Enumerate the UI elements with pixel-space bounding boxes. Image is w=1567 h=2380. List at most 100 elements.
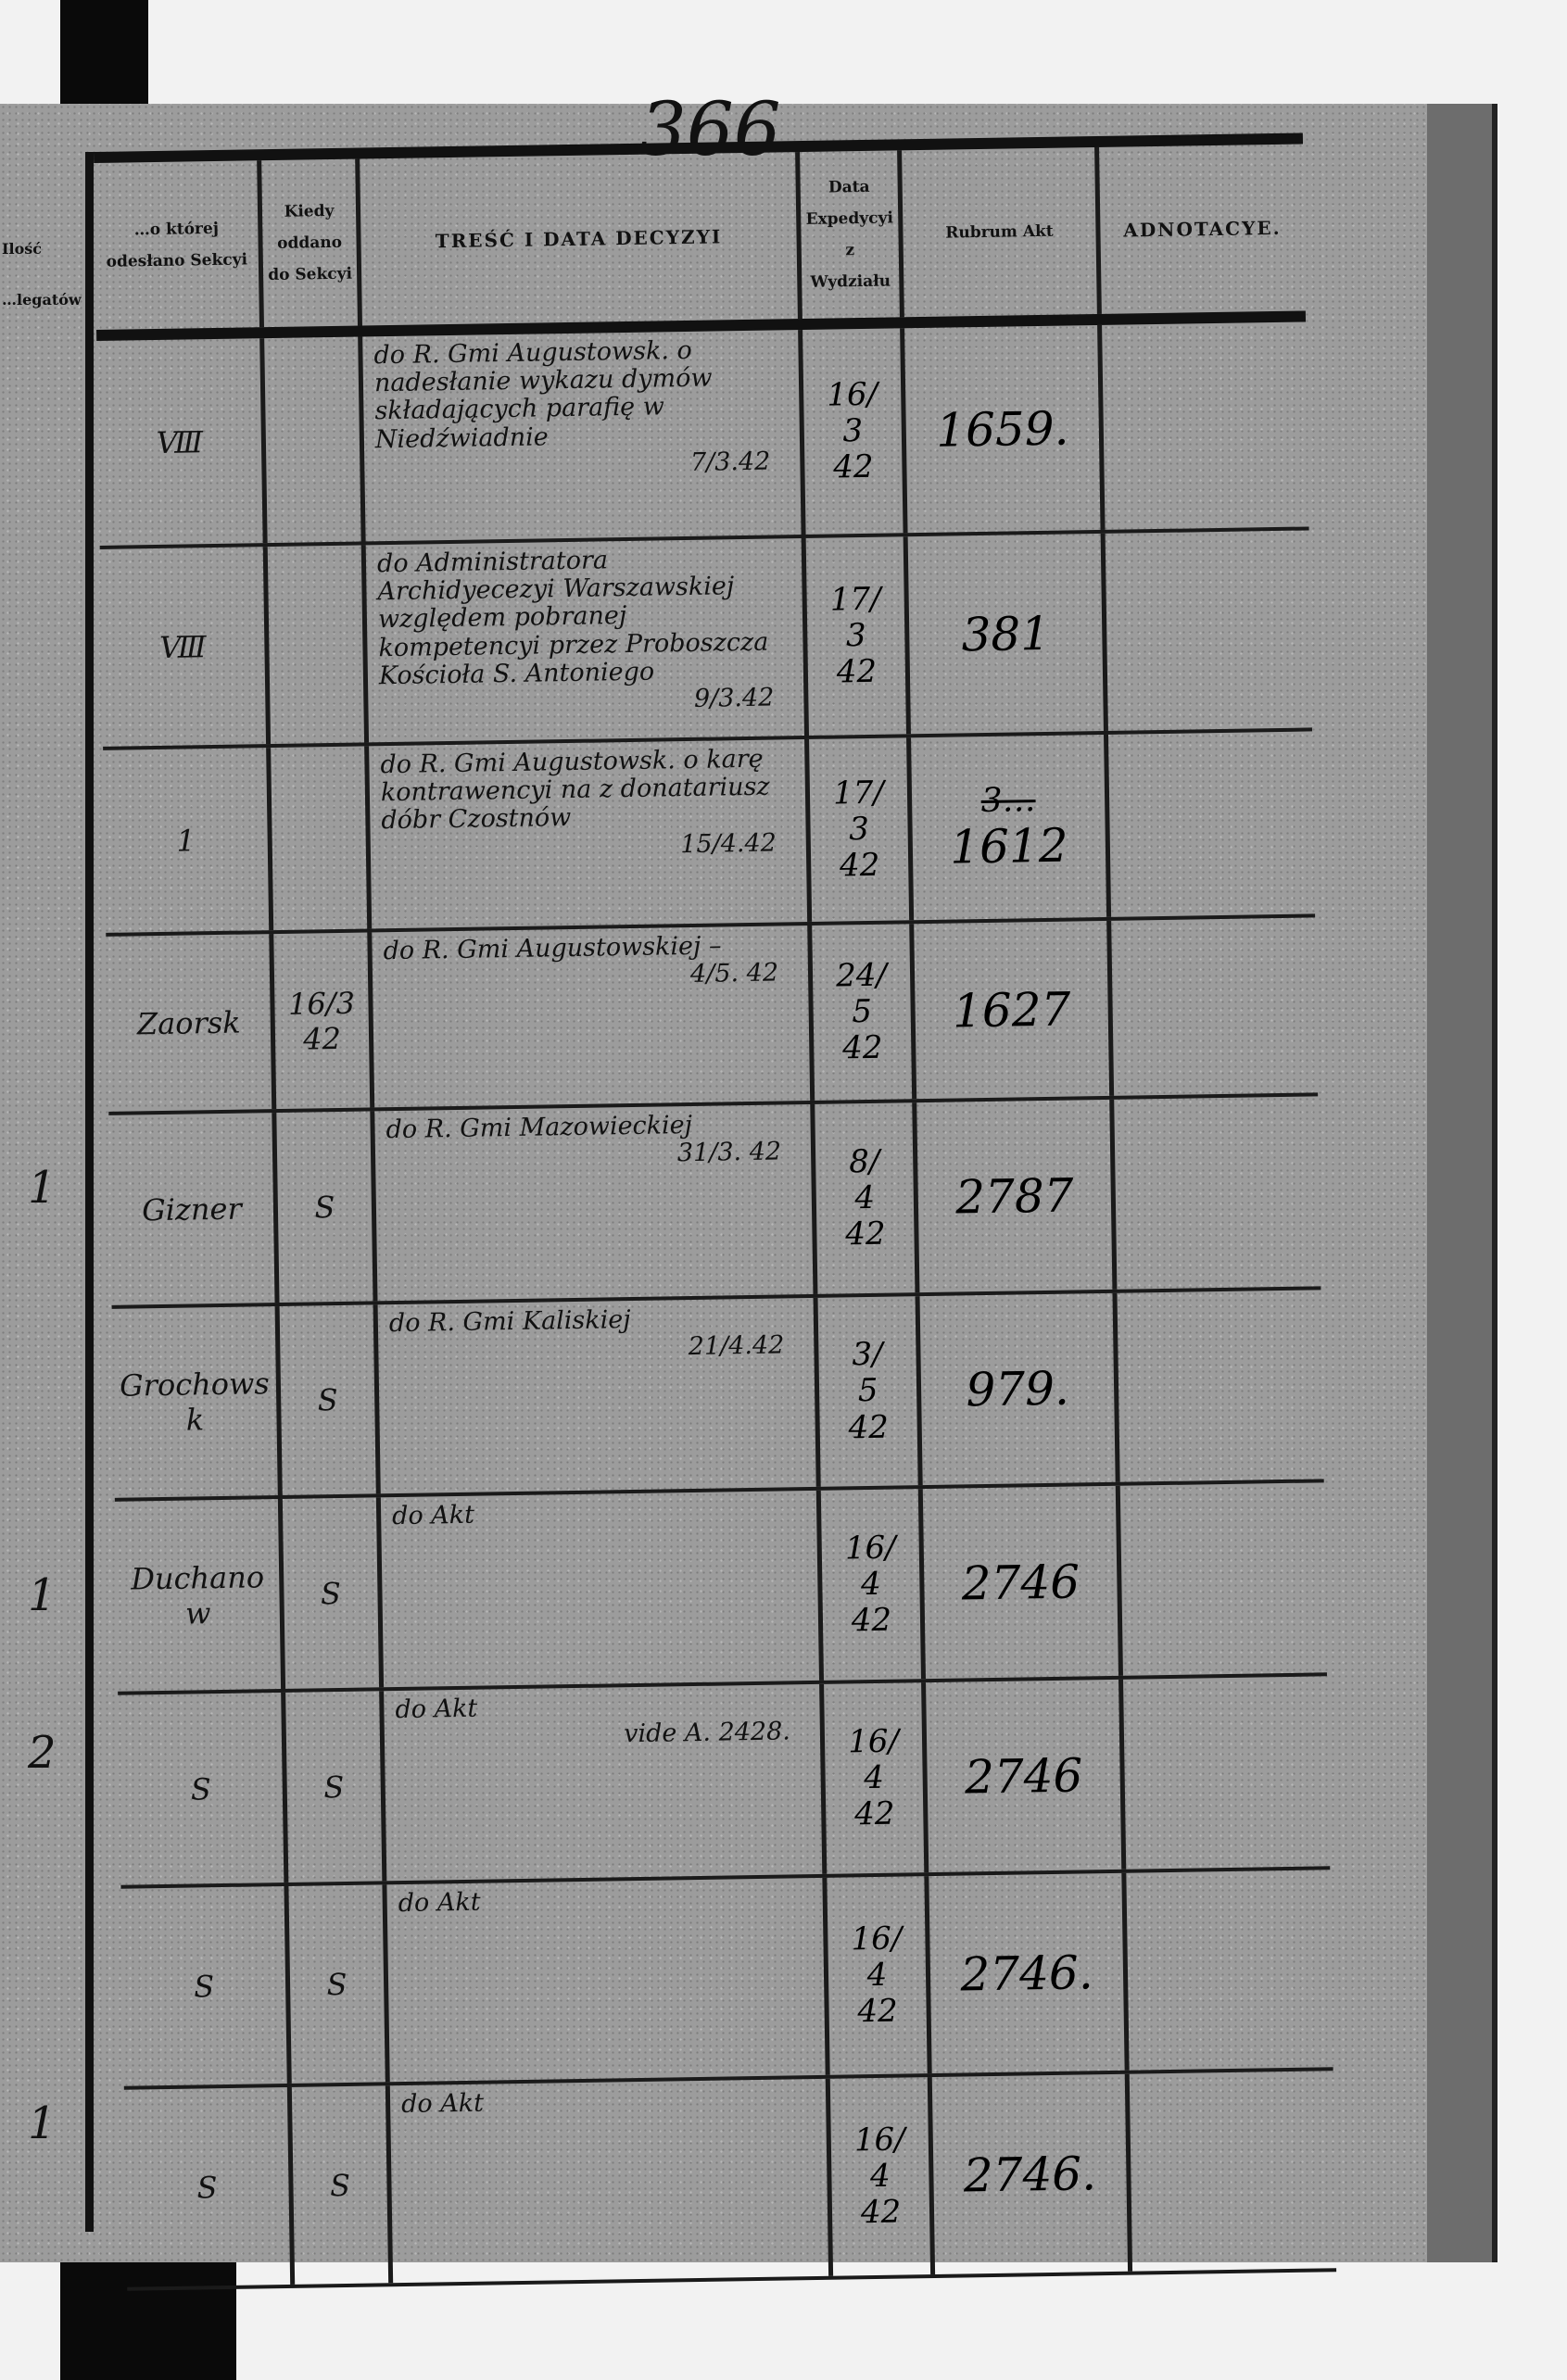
decision-cell: do Akt <box>386 1877 830 2083</box>
when-cell: S <box>291 2085 394 2285</box>
notes-cell <box>1117 1290 1323 1481</box>
rubrum-number: 381 <box>961 606 1051 661</box>
dispatch-date-cell: 16/ 4 42 <box>824 1682 929 1874</box>
when-cell: S <box>285 1691 387 1883</box>
when-cell: S <box>282 1497 385 1689</box>
notes-cell <box>1126 1870 1333 2070</box>
rubrum-cell: 1659. <box>904 324 1106 534</box>
when-cell <box>264 336 366 544</box>
dispatch-date-cell: 3/ 5 42 <box>817 1296 923 1487</box>
dispatch-day: 16/ <box>853 2121 905 2160</box>
dispatch-month: 4 <box>869 2157 891 2196</box>
decision-text: do R. Gmi Kaliskiej <box>388 1305 631 1339</box>
rubrum-number: 2746 <box>961 1554 1080 1610</box>
notes-cell <box>1120 1482 1327 1675</box>
notes-cell <box>1114 1096 1321 1289</box>
decision-text: do Akt <box>395 1694 478 1725</box>
dispatch-year: 42 <box>841 1028 883 1067</box>
when-cell: S <box>279 1304 381 1495</box>
dispatch-year: 42 <box>836 652 878 691</box>
notes-cell <box>1111 917 1318 1095</box>
when-cell: S <box>288 1884 390 2084</box>
scan-border-top <box>60 0 148 116</box>
header-rubrum: Rubrum Akt <box>902 146 1102 318</box>
dispatch-date-cell: 16/ 4 42 <box>829 2077 936 2276</box>
dispatch-date-cell: 17/ 3 42 <box>805 536 911 736</box>
dispatch-day: 17/ <box>829 580 881 619</box>
decision-text: do Akt <box>400 2088 485 2120</box>
left-mark: 1 <box>28 1569 57 1621</box>
dispatch-day: 16/ <box>847 1722 900 1761</box>
table-row: Ⅷ do R. Gmi Augustowsk. o nadesłanie wyk… <box>96 321 1309 549</box>
dispatch-month: 4 <box>866 1956 888 1995</box>
dispatch-date-cell: 17/ 3 42 <box>809 737 915 922</box>
left-header-line2: …legatów <box>2 291 82 309</box>
dispatch-date-cell: 8/ 4 42 <box>815 1102 920 1294</box>
page-edge <box>1427 104 1497 2262</box>
dispatch-year: 42 <box>857 1992 899 2031</box>
decision-cell: do R. Gmi Mazowieckiej 31/3. 42 <box>374 1103 818 1302</box>
dispatch-month: 5 <box>852 992 873 1031</box>
ledger-table: …o której odesłano Sekcyi Kiedy oddano d… <box>94 132 1337 2291</box>
table-row: S S do Akt vide A. 2428. 16/ 4 42 2746 <box>118 1676 1331 1889</box>
header-notes: ADNOTACYE. <box>1123 216 1282 242</box>
decision-cell: do R. Gmi Augustowskiej – 4/5. 42 <box>372 925 815 1108</box>
rubrum-cell: 2787 <box>916 1099 1118 1293</box>
dispatch-date-cell: 24/ 5 42 <box>812 924 917 1101</box>
decision-text: do R. Gmi Augustowsk. o karę kontrawency… <box>380 744 770 836</box>
dispatch-month: 4 <box>864 1758 885 1797</box>
table-row: Grochowsk S do R. Gmi Kaliskiej 21/4.42 … <box>111 1290 1324 1502</box>
rubrum-cell: 381 <box>907 533 1108 735</box>
rubrum-cell: 1627 <box>914 920 1115 1100</box>
dispatch-year: 42 <box>844 1215 886 1253</box>
decision-cell: do R. Gmi Kaliskiej 21/4.42 <box>377 1297 821 1494</box>
dispatch-month: 3 <box>842 411 864 450</box>
page-number: 366 <box>639 86 781 172</box>
table-row: S S do Akt 16/ 4 42 2746. <box>123 2071 1337 2291</box>
notes-cell <box>1123 1676 1330 1869</box>
section-cell: S <box>123 2086 296 2287</box>
table-row: 1 do R. Gmi Augustowsk. o karę kontrawen… <box>103 731 1316 937</box>
section-cell: 1 <box>103 748 274 933</box>
section-cell: Duchanow <box>114 1498 286 1692</box>
header-when: Kiedy oddano do Sekcyi <box>261 158 362 328</box>
when-cell <box>271 746 373 931</box>
dispatch-year: 42 <box>839 846 880 885</box>
rubrum-number: 2746. <box>963 2146 1097 2203</box>
left-mark: 1 <box>28 2097 57 2149</box>
rubrum-cell: 979. <box>919 1292 1120 1486</box>
table-row: Duchanow S do Akt 16/ 4 42 2746 <box>114 1482 1328 1695</box>
table-row: Zaorsk 16/3 42 do R. Gmi Augustowskiej –… <box>106 917 1319 1115</box>
rubrum-number: 1612 <box>949 818 1068 875</box>
table-row: S S do Akt 16/ 4 42 2746. <box>120 1870 1333 2090</box>
dispatch-year: 42 <box>860 2193 902 2232</box>
dispatch-year: 42 <box>851 1601 892 1640</box>
paper-sheet <box>0 104 1450 2262</box>
table-row: Gizner S do R. Gmi Mazowieckiej 31/3. 42… <box>108 1096 1321 1309</box>
decision-cell: do Akt vide A. 2428. <box>384 1683 828 1882</box>
decision-cell: do Akt <box>389 2078 834 2284</box>
dispatch-day: 24/ <box>835 956 888 995</box>
section-cell: Zaorsk <box>106 934 277 1112</box>
rubrum-number: 2787 <box>954 1168 1074 1225</box>
decision-cell: do R. Gmi Augustowsk. o karę kontrawency… <box>369 738 813 929</box>
dispatch-year: 42 <box>848 1408 890 1446</box>
section-cell: Grochowsk <box>111 1306 283 1498</box>
notes-cell <box>1102 321 1308 529</box>
section-cell: Ⅷ <box>99 547 272 747</box>
when-cell: 16/3 42 <box>273 932 375 1110</box>
left-mark: 1 <box>28 1162 57 1214</box>
dispatch-month: 4 <box>860 1565 882 1604</box>
rubrum-number: 2746 <box>964 1747 1083 1804</box>
when-cell <box>267 545 370 745</box>
section-cell: Gizner <box>108 1113 280 1305</box>
when-cell: S <box>276 1111 378 1303</box>
dispatch-month: 3 <box>845 616 866 655</box>
dispatch-year: 42 <box>853 1794 895 1833</box>
dispatch-day: 16/ <box>827 375 878 414</box>
dispatch-month: 4 <box>854 1178 876 1217</box>
decision-text: do Akt <box>391 1500 475 1531</box>
notes-cell <box>1130 2071 1336 2271</box>
decision-text: do R. Gmi Augustowsk. o nadesłanie wykaz… <box>373 335 713 454</box>
